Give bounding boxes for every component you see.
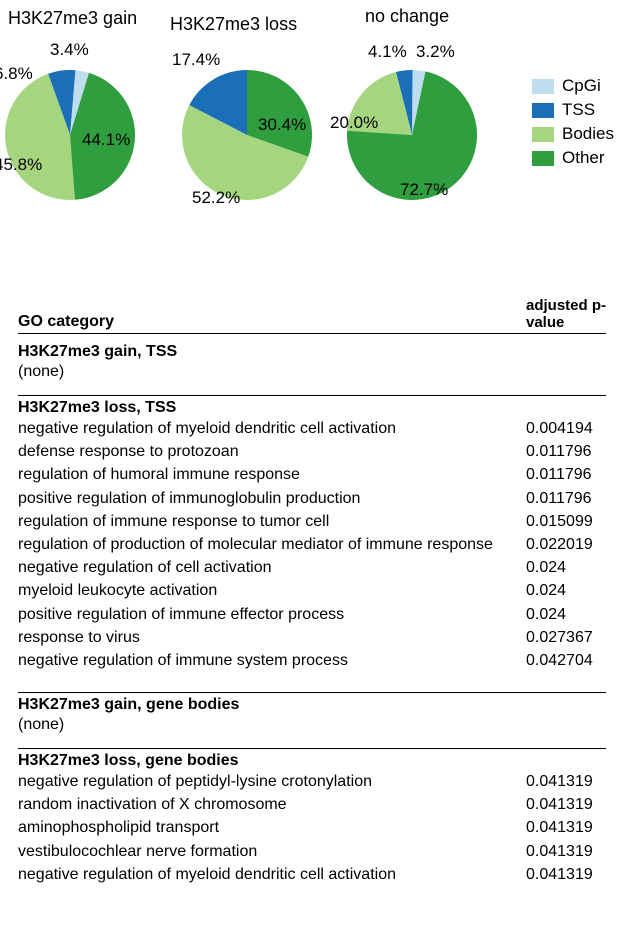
p-value: 0.004194 (526, 417, 606, 440)
table-row: negative regulation of immune system pro… (18, 649, 606, 672)
go-term: negative regulation of cell activation (18, 556, 526, 579)
p-value: 0.041319 (526, 793, 606, 816)
pie-title: no change (365, 6, 449, 27)
p-value: 0.024 (526, 556, 606, 579)
legend-item: Bodies (532, 124, 614, 144)
section-title: H3K27me3 loss, gene bodies (18, 748, 606, 770)
pie-slice-label: 44.1% (82, 130, 130, 150)
go-term: regulation of immune response to tumor c… (18, 510, 526, 533)
table-row: negative regulation of cell activation0.… (18, 556, 606, 579)
p-value: 0.024 (526, 603, 606, 626)
p-value: 0.022019 (526, 533, 606, 556)
go-term: regulation of humoral immune response (18, 463, 526, 486)
table-row: regulation of production of molecular me… (18, 533, 606, 556)
pie-slice-label: 30.4% (258, 115, 306, 135)
go-term: regulation of production of molecular me… (18, 533, 526, 556)
table-row: regulation of immune response to tumor c… (18, 510, 606, 533)
p-value: 0.011796 (526, 487, 606, 510)
go-term: negative regulation of myeloid dendritic… (18, 417, 526, 440)
go-term: myeloid leukocyte activation (18, 579, 526, 602)
p-value: 0.011796 (526, 440, 606, 463)
header-p-value: adjusted p-value (526, 298, 606, 331)
legend-item: TSS (532, 100, 614, 120)
table-row: negative regulation of myeloid dendritic… (18, 417, 606, 440)
section-title: H3K27me3 gain, gene bodies (18, 692, 606, 714)
legend: CpGi TSS Bodies Other (532, 76, 614, 172)
go-term: vestibulocochlear nerve formation (18, 840, 526, 863)
legend-swatch (532, 79, 554, 94)
pie-chart-panel: H3K27me3 gain 3.4% 6.8% 45.8% 44.1% H3K27me3 … (0, 0, 624, 270)
p-value: 0.024 (526, 579, 606, 602)
table-row: negative regulation of myeloid dendritic… (18, 863, 606, 886)
legend-label: TSS (562, 100, 595, 120)
pie-slice-label: 3.2% (416, 42, 455, 62)
table-row: response to virus0.027367 (18, 626, 606, 649)
go-term: negative regulation of peptidyl-lysine c… (18, 770, 526, 793)
pie-slice-label: 4.1% (368, 42, 407, 62)
none-row: (none) (18, 716, 606, 734)
table-row: positive regulation of immune effector p… (18, 603, 606, 626)
table-row: myeloid leukocyte activation0.024 (18, 579, 606, 602)
p-value: 0.042704 (526, 649, 606, 672)
go-term: positive regulation of immunoglobulin pr… (18, 487, 526, 510)
header-go-category: GO category (18, 313, 114, 331)
go-term: random inactivation of X chromosome (18, 793, 526, 816)
section-title: H3K27me3 loss, TSS (18, 395, 606, 417)
pie-title: H3K27me3 gain (8, 8, 137, 29)
table-header: GO category adjusted p-value (18, 298, 606, 334)
legend-label: Other (562, 148, 605, 168)
legend-item: CpGi (532, 76, 614, 96)
go-term: positive regulation of immune effector p… (18, 603, 526, 626)
table-row: vestibulocochlear nerve formation0.04131… (18, 840, 606, 863)
go-term: aminophospholipid transport (18, 816, 526, 839)
go-term: negative regulation of myeloid dendritic… (18, 863, 526, 886)
pie-slice-label: 17.4% (172, 50, 220, 70)
p-value: 0.041319 (526, 770, 606, 793)
p-value: 0.041319 (526, 816, 606, 839)
table-row: random inactivation of X chromosome0.041… (18, 793, 606, 816)
pie-slice-label: 72.7% (400, 180, 448, 200)
table-row: negative regulation of peptidyl-lysine c… (18, 770, 606, 793)
go-table: GO category adjusted p-value H3K27me3 ga… (0, 298, 624, 900)
legend-label: Bodies (562, 124, 614, 144)
p-value: 0.027367 (526, 626, 606, 649)
go-term: negative regulation of immune system pro… (18, 649, 526, 672)
legend-swatch (532, 127, 554, 142)
p-value: 0.041319 (526, 863, 606, 886)
legend-label: CpGi (562, 76, 601, 96)
legend-swatch (532, 151, 554, 166)
none-row: (none) (18, 363, 606, 381)
go-term: defense response to protozoan (18, 440, 526, 463)
pie-slice-label: 45.8% (0, 155, 42, 175)
pie-chart (182, 70, 312, 200)
pie-slice-label: 52.2% (192, 188, 240, 208)
p-value: 0.041319 (526, 840, 606, 863)
legend-item: Other (532, 148, 614, 168)
pie-slice-label: 6.8% (0, 64, 33, 84)
table-row: regulation of humoral immune response0.0… (18, 463, 606, 486)
table-row: positive regulation of immunoglobulin pr… (18, 487, 606, 510)
p-value: 0.011796 (526, 463, 606, 486)
pie-slice-label: 3.4% (50, 40, 89, 60)
go-term: response to virus (18, 626, 526, 649)
legend-swatch (532, 103, 554, 118)
table-row: defense response to protozoan0.011796 (18, 440, 606, 463)
table-row: aminophospholipid transport0.041319 (18, 816, 606, 839)
pie-title: H3K27me3 loss (170, 14, 297, 35)
p-value: 0.015099 (526, 510, 606, 533)
pie-slice-label: 20.0% (330, 113, 378, 133)
section-title: H3K27me3 gain, TSS (18, 340, 606, 361)
